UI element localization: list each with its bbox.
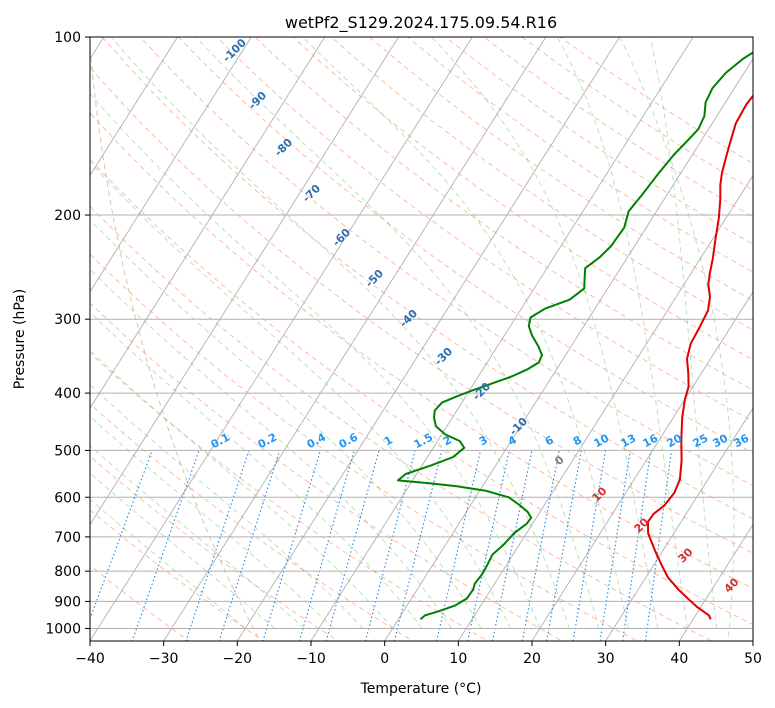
moist-adiabat-line bbox=[90, 472, 276, 629]
y-tick-label: 800 bbox=[54, 564, 81, 580]
moist-adiabat-line bbox=[90, 268, 452, 629]
dry-adiabat-line bbox=[90, 509, 265, 641]
y-tick-label: 400 bbox=[54, 386, 81, 402]
x-axis-ticks: −40 −30 −20 −10 0 10 20 30 40 50 bbox=[75, 641, 762, 667]
isotherm-line bbox=[90, 37, 400, 526]
pressure-gridlines bbox=[90, 36, 753, 629]
dry-adiabat-line bbox=[292, 37, 753, 361]
isotherm-line bbox=[90, 37, 473, 641]
dry-adiabat-line bbox=[90, 403, 414, 641]
dry-adiabat-line bbox=[90, 158, 753, 626]
dry-adiabat-line bbox=[90, 66, 753, 554]
moist-adiabat-line bbox=[649, 37, 718, 629]
dry-adiabat-line bbox=[177, 37, 753, 454]
mixing-ratio-line bbox=[491, 450, 533, 641]
y-tick-label: 900 bbox=[54, 594, 81, 610]
reference-arc bbox=[90, 47, 261, 641]
x-tick-label: −20 bbox=[223, 651, 253, 667]
mixing-ratio-label: 16 bbox=[641, 431, 661, 450]
moist-adiabat-line bbox=[195, 37, 600, 629]
y-tick-label: 200 bbox=[54, 208, 81, 224]
mixing-ratio-line bbox=[262, 450, 321, 641]
dry-adiabat-line bbox=[368, 37, 753, 302]
isotherm-line bbox=[457, 174, 753, 641]
x-tick-label: 40 bbox=[670, 651, 688, 667]
moist-adiabat-line bbox=[556, 37, 688, 629]
y-axis-ticks: 100 200 300 400 500 600 700 800 900 1000 bbox=[45, 30, 90, 637]
isotherm-line bbox=[605, 407, 753, 641]
y-tick-label: 600 bbox=[54, 490, 81, 506]
isotherm-line bbox=[90, 37, 179, 177]
x-tick-label: −10 bbox=[296, 651, 326, 667]
series-group bbox=[396, 51, 753, 621]
moist-adiabat-line bbox=[90, 219, 482, 629]
mixing-ratio-label: 13 bbox=[619, 432, 639, 451]
x-tick-label: 30 bbox=[597, 651, 615, 667]
moist-adiabat-line bbox=[90, 349, 393, 629]
mixing-ratio-line bbox=[436, 450, 482, 641]
dry-adiabat-line bbox=[90, 112, 753, 589]
plot-frame bbox=[89, 36, 754, 642]
isotherm-line bbox=[236, 37, 621, 641]
isotherm-line bbox=[531, 290, 753, 641]
moist-adiabat-line bbox=[90, 498, 246, 629]
y-tick-label: 100 bbox=[54, 30, 81, 46]
mixing-ratio-line bbox=[325, 450, 380, 641]
mixing-ratio-label: 20 bbox=[665, 431, 685, 450]
x-axis-label: Temperature (°C) bbox=[360, 681, 482, 697]
y-tick-label: 700 bbox=[54, 530, 81, 546]
y-tick-label: 500 bbox=[54, 443, 81, 459]
x-tick-label: 0 bbox=[380, 651, 389, 667]
isotherm-line bbox=[163, 37, 547, 641]
moist-adiabat-line bbox=[90, 93, 541, 629]
mixing-ratio-line bbox=[364, 450, 416, 641]
y-axis-label: Pressure (hPa) bbox=[12, 289, 28, 389]
moist-adiabat-line bbox=[90, 415, 335, 629]
mixing-ratio-line bbox=[393, 450, 443, 641]
mixing-ratio-label: 25 bbox=[691, 432, 711, 451]
isotherm-line bbox=[90, 37, 252, 293]
reference-arc bbox=[619, 37, 735, 641]
mixing-ratio-label: 30 bbox=[711, 431, 731, 450]
dewpoint-profile-line bbox=[396, 51, 753, 621]
y-tick-label: 300 bbox=[54, 312, 81, 328]
chart-title: wetPf2_S129.2024.175.09.54.R16 bbox=[285, 13, 557, 33]
moist-adiabat-line bbox=[431, 37, 659, 629]
isotherm-line bbox=[678, 523, 753, 641]
isotherm-line bbox=[384, 58, 753, 641]
x-tick-label: 50 bbox=[744, 651, 762, 667]
dry-adiabat-line bbox=[101, 37, 753, 520]
moist-adiabat-line bbox=[110, 37, 570, 629]
dry-adiabat-line bbox=[90, 564, 190, 641]
moist-adiabat-line bbox=[90, 161, 511, 629]
x-tick-label: −40 bbox=[75, 651, 105, 667]
temperature-profile-line bbox=[647, 94, 753, 620]
dry-adiabat-line bbox=[254, 37, 753, 391]
isotherm-line bbox=[310, 37, 694, 641]
moist-adiabat-line bbox=[90, 445, 305, 629]
plot-area bbox=[90, 37, 753, 641]
mixing-ratio-label: 36 bbox=[732, 431, 752, 450]
moist-adiabat-line bbox=[90, 384, 364, 629]
mixing-ratio-label: 10 bbox=[592, 431, 612, 450]
dry-adiabat-line bbox=[90, 205, 713, 641]
dry-adiabat-line bbox=[90, 352, 489, 641]
mixing-ratio-line bbox=[218, 450, 281, 641]
mixing-ratio-line bbox=[467, 450, 510, 641]
y-tick-label: 1000 bbox=[45, 621, 81, 637]
x-tick-label: 10 bbox=[449, 651, 467, 667]
dry-adiabat-line bbox=[90, 253, 638, 641]
background-lines bbox=[90, 37, 753, 641]
x-tick-label: 20 bbox=[523, 651, 541, 667]
isotherm-line bbox=[90, 37, 326, 409]
mixing-ratio-line bbox=[298, 450, 355, 641]
x-tick-label: −30 bbox=[149, 651, 179, 667]
